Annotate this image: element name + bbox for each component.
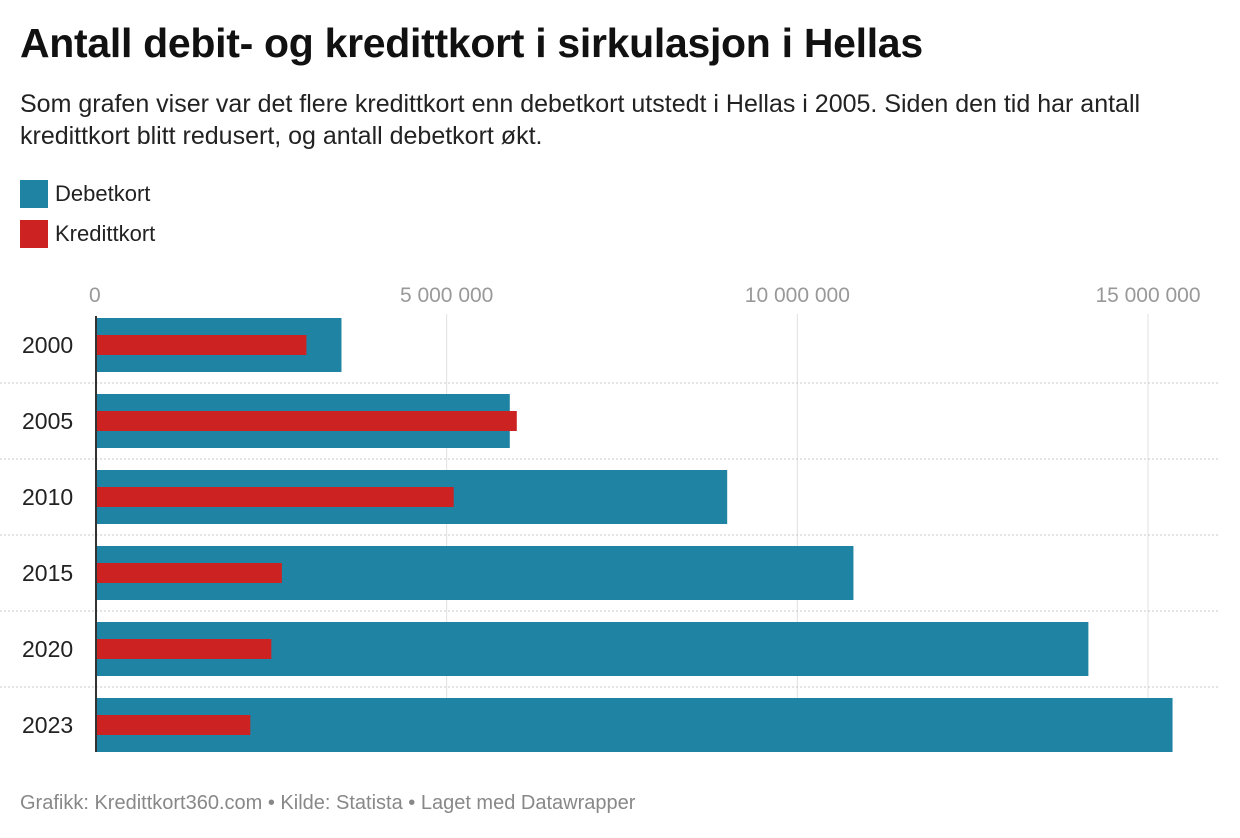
bar-kredittkort (96, 715, 251, 735)
chart-subtitle: Som grafen viser var det flere kredittko… (20, 90, 1141, 150)
legend-swatch-debetkort (20, 180, 48, 208)
y-category-label: 2010 (22, 484, 73, 510)
legend: Debetkort Kredittkort (20, 178, 155, 258)
bar-kredittkort (96, 639, 272, 659)
bar-kredittkort (96, 335, 307, 355)
legend-swatch-kredittkort (20, 220, 48, 248)
x-tick-label: 15 000 000 (1095, 284, 1200, 307)
y-category-label: 2005 (22, 408, 73, 434)
y-category-label: 2015 (22, 560, 73, 586)
legend-item-debetkort: Debetkort (20, 178, 155, 210)
bar-kredittkort (96, 411, 517, 431)
bar-kredittkort (96, 563, 282, 583)
legend-item-kredittkort: Kredittkort (20, 218, 155, 250)
y-category-label: 2020 (22, 636, 73, 662)
chart-title: Antall debit- og kredittkort i sirkulasj… (20, 20, 923, 66)
x-tick-label: 0 (89, 284, 101, 307)
legend-label-debetkort: Debetkort (55, 181, 151, 206)
bar-chart: 0 5 000 000 10 000 000 15 000 000 2000 2005 20… (0, 284, 1218, 752)
y-category-label: 2023 (22, 712, 73, 738)
y-category-label: 2000 (22, 332, 73, 358)
legend-label-kredittkort: Kredittkort (55, 221, 156, 246)
x-tick-label: 5 000 000 (400, 284, 493, 307)
x-tick-label: 10 000 000 (745, 284, 850, 307)
chart-footer: Grafikk: Kredittkort360.com • Kilde: Sta… (20, 792, 636, 814)
bar-debetkort (96, 698, 1173, 752)
bar-kredittkort (96, 487, 454, 507)
